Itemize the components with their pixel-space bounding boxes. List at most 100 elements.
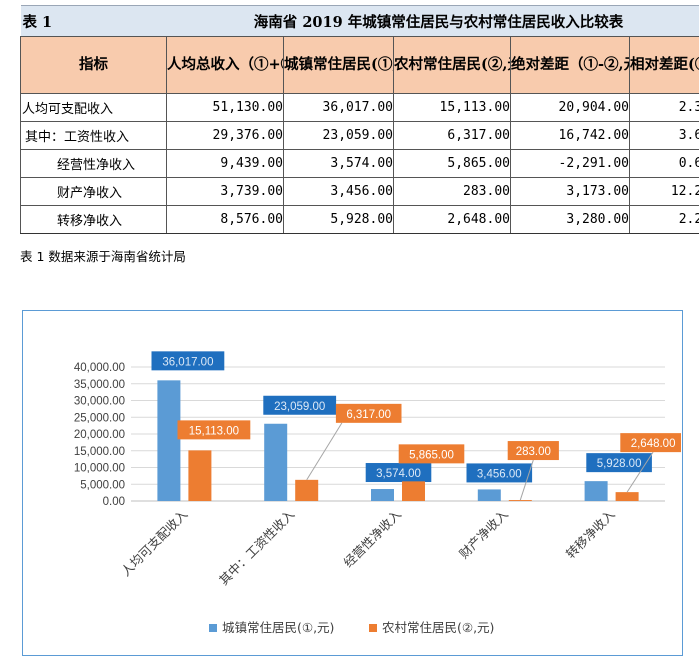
y-tick-label: 5,000.00 bbox=[80, 479, 125, 491]
legend-swatch bbox=[369, 624, 377, 632]
header-indicator: 指标 bbox=[20, 36, 167, 94]
row-name: 财产净收入 bbox=[20, 177, 167, 206]
data-label: 283.00 bbox=[516, 446, 551, 458]
bar-urban bbox=[477, 489, 501, 501]
cell-ratio: 2.24 bbox=[629, 205, 699, 234]
data-label: 2,648.00 bbox=[631, 438, 676, 450]
x-tick-label: 其中：工资性收入 bbox=[216, 506, 298, 588]
y-tick-label: 25,000.00 bbox=[74, 412, 125, 424]
bar-urban bbox=[584, 481, 608, 501]
cell-rural: 6,317.00 bbox=[393, 121, 511, 150]
table-row: 经营性净收入 9,439.00 3,574.00 5,865.00 -2,291… bbox=[20, 149, 699, 178]
data-label: 6,317.00 bbox=[346, 409, 391, 421]
header-urban: 城镇常住居民(①,元) bbox=[283, 36, 394, 94]
income-table-wrapper: 表 1 海南省 2019 年城镇常住居民与农村常住居民收入比较表 指标 人均总收… bbox=[20, 0, 699, 234]
y-tick-label: 10,000.00 bbox=[74, 463, 125, 475]
bar-rural bbox=[295, 479, 319, 501]
data-label-box bbox=[263, 395, 337, 415]
data-label-box bbox=[365, 463, 432, 483]
data-label: 5,865.00 bbox=[409, 449, 454, 461]
bar-rural bbox=[402, 481, 425, 501]
income-comparison-table: 表 1 海南省 2019 年城镇常住居民与农村常住居民收入比较表 指标 人均总收… bbox=[20, 0, 699, 234]
cell-rural: 2,648.00 bbox=[393, 205, 511, 234]
table-row: 转移净收入 8,576.00 5,928.00 2,648.00 3,280.0… bbox=[20, 205, 699, 234]
data-label-box bbox=[398, 444, 465, 464]
data-label-box bbox=[586, 453, 652, 473]
x-tick-label: 人均可支配收入 bbox=[118, 506, 191, 579]
cell-urban: 3,456.00 bbox=[283, 177, 394, 206]
data-label: 3,456.00 bbox=[477, 468, 522, 480]
cell-total: 3,739.00 bbox=[166, 177, 284, 206]
bar-urban bbox=[264, 423, 288, 501]
row-name: 转移净收入 bbox=[20, 205, 167, 234]
row-name: 经营性净收入 bbox=[20, 149, 167, 178]
bar-rural bbox=[508, 500, 532, 501]
y-tick-label: 20,000.00 bbox=[74, 429, 125, 441]
data-label-box bbox=[151, 351, 225, 371]
data-label-box bbox=[620, 433, 681, 453]
source-note: 表 1 数据来源于海南省统计局 bbox=[20, 249, 186, 264]
cell-rural: 283.00 bbox=[393, 177, 511, 206]
table-header-row: 指标 人均总收入（①+②,元） 城镇常住居民(①,元) 农村常住居民(②,元) … bbox=[20, 36, 699, 94]
table-row: 人均可支配收入 51,130.00 36,017.00 15,113.00 20… bbox=[20, 93, 699, 122]
y-tick-label: 15,000.00 bbox=[74, 446, 125, 458]
row-name: 人均可支配收入 bbox=[20, 93, 167, 122]
table-row: 其中：工资性收入 29,376.00 23,059.00 6,317.00 16… bbox=[20, 121, 699, 150]
cell-total: 8,576.00 bbox=[166, 205, 284, 234]
leader-line bbox=[519, 459, 534, 501]
data-label: 15,113.00 bbox=[189, 425, 239, 437]
data-label: 3,574.00 bbox=[376, 468, 421, 480]
table-number: 表 1 bbox=[20, 5, 167, 37]
data-label: 36,017.00 bbox=[162, 356, 213, 368]
header-diff: 绝对差距（①-②,元) bbox=[510, 36, 630, 94]
x-tick-label: 转移净收入 bbox=[563, 506, 618, 561]
cell-ratio: 3.65 bbox=[629, 121, 699, 150]
cell-urban: 5,928.00 bbox=[283, 205, 394, 234]
row-name: 其中：工资性收入 bbox=[20, 121, 167, 150]
y-tick-label: 0.00 bbox=[103, 496, 125, 508]
cell-ratio: 12.21 bbox=[629, 177, 699, 206]
data-label-box bbox=[466, 463, 533, 483]
header-total: 人均总收入（①+②,元） bbox=[166, 36, 284, 94]
data-label-box bbox=[507, 441, 559, 461]
cell-diff: -2,291.00 bbox=[510, 149, 630, 178]
header-ratio: 相对差距(①/②) bbox=[629, 36, 699, 94]
leader-line bbox=[626, 451, 654, 493]
bar-urban bbox=[157, 380, 181, 501]
data-label: 5,928.00 bbox=[597, 458, 642, 470]
y-tick-label: 35,000.00 bbox=[74, 379, 125, 391]
x-tick-label: 经营性净收入 bbox=[340, 506, 404, 570]
data-label-box bbox=[335, 403, 402, 423]
cell-rural: 5,865.00 bbox=[393, 149, 511, 178]
table-title: 海南省 2019 年城镇常住居民与农村常住居民收入比较表 bbox=[166, 5, 699, 37]
cell-urban: 36,017.00 bbox=[283, 93, 394, 122]
legend-label: 农村常住居民(②,元) bbox=[382, 620, 494, 635]
leader-line bbox=[306, 422, 343, 481]
cell-rural: 15,113.00 bbox=[393, 93, 511, 122]
cell-ratio: 0.61 bbox=[629, 149, 699, 178]
cell-diff: 16,742.00 bbox=[510, 121, 630, 150]
table-title-row: 表 1 海南省 2019 年城镇常住居民与农村常住居民收入比较表 bbox=[20, 5, 699, 37]
bar-rural bbox=[188, 450, 212, 501]
table-row: 财产净收入 3,739.00 3,456.00 283.00 3,173.00 … bbox=[20, 177, 699, 206]
cell-ratio: 2.38 bbox=[629, 93, 699, 122]
cell-total: 29,376.00 bbox=[166, 121, 284, 150]
income-bar-chart: 0.00 5,000.00 10,000.00 15,000.00 20,000.00 2… bbox=[74, 351, 681, 635]
bar-rural bbox=[615, 492, 639, 501]
legend-swatch bbox=[209, 624, 217, 632]
data-label: 23,059.00 bbox=[274, 401, 325, 413]
cell-diff: 3,173.00 bbox=[510, 177, 630, 206]
cell-urban: 3,574.00 bbox=[283, 149, 394, 178]
cell-urban: 23,059.00 bbox=[283, 121, 394, 150]
y-tick-label: 40,000.00 bbox=[74, 362, 125, 374]
cell-diff: 20,904.00 bbox=[510, 93, 630, 122]
data-label-box bbox=[177, 420, 251, 440]
cell-diff: 3,280.00 bbox=[510, 205, 630, 234]
cell-total: 9,439.00 bbox=[166, 149, 284, 178]
chart-container: 0.00 5,000.00 10,000.00 15,000.00 20,000.00 2… bbox=[22, 310, 683, 656]
legend-label: 城镇常住居民(①,元) bbox=[222, 620, 334, 635]
bar-urban bbox=[371, 489, 394, 501]
cell-total: 51,130.00 bbox=[166, 93, 284, 122]
x-tick-label: 财产净收入 bbox=[456, 506, 511, 561]
header-rural: 农村常住居民(②,元) bbox=[393, 36, 511, 94]
